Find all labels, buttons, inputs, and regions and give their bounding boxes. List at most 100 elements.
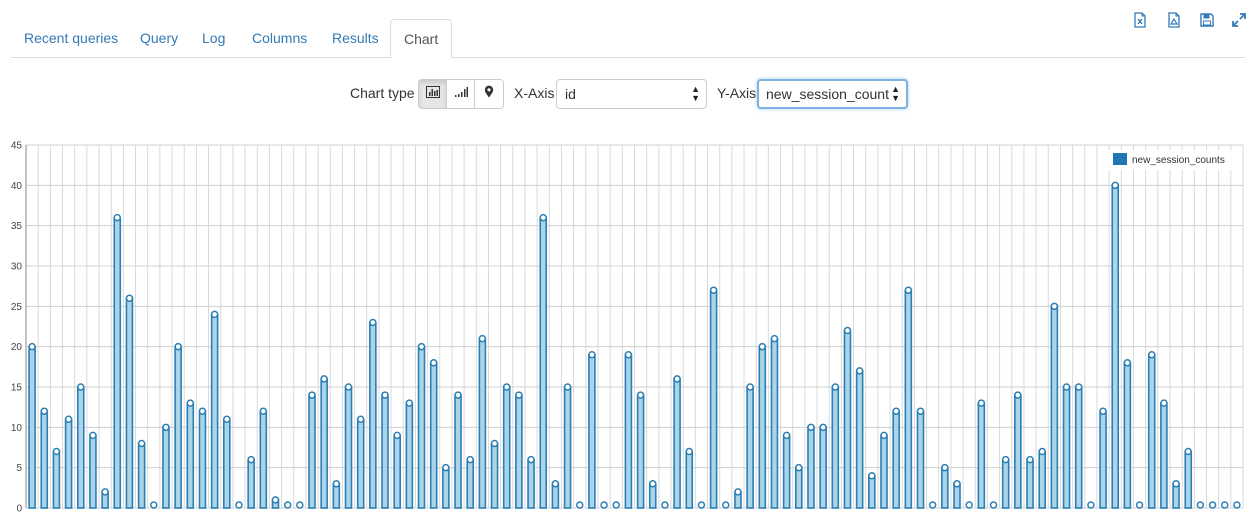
bar-point[interactable] (989, 501, 998, 509)
bar-point[interactable] (186, 399, 195, 407)
bar-point[interactable] (429, 359, 438, 367)
bar[interactable] (186, 402, 195, 509)
bar-point[interactable] (1220, 501, 1229, 509)
bar-point[interactable] (977, 399, 986, 407)
bar-point[interactable] (417, 342, 426, 351)
bar[interactable] (369, 321, 377, 509)
bar[interactable] (113, 216, 122, 509)
bar-point[interactable] (1111, 181, 1119, 190)
bar-point[interactable] (709, 286, 718, 294)
bar-point[interactable] (89, 431, 97, 440)
bar-point[interactable] (271, 496, 280, 504)
bar[interactable] (429, 362, 438, 509)
bar[interactable] (709, 289, 718, 509)
bar-point[interactable] (77, 383, 85, 391)
bar-point[interactable] (807, 423, 815, 432)
bar-point[interactable] (782, 431, 791, 440)
bar[interactable] (685, 450, 694, 509)
bar-point[interactable] (1087, 501, 1095, 509)
bar[interactable] (320, 378, 328, 509)
bar-point[interactable] (1123, 359, 1132, 367)
bar[interactable] (381, 394, 389, 509)
bar-point[interactable] (296, 501, 304, 509)
bar-point[interactable] (539, 213, 547, 222)
bar-point[interactable] (880, 431, 888, 440)
bar[interactable] (831, 386, 840, 509)
bar[interactable] (904, 289, 913, 509)
bar-point[interactable] (381, 391, 389, 399)
bar[interactable] (1038, 450, 1046, 509)
bar[interactable] (807, 426, 815, 509)
bar[interactable] (442, 466, 450, 509)
bar-point[interactable] (235, 501, 243, 509)
bar-point[interactable] (953, 480, 961, 488)
bar[interactable] (502, 386, 511, 509)
bar[interactable] (466, 458, 475, 509)
bar-point[interactable] (247, 455, 255, 464)
tab-chart[interactable]: Chart (390, 19, 453, 59)
bar[interactable] (223, 418, 231, 509)
bar-point[interactable] (649, 480, 657, 488)
bar-point[interactable] (137, 439, 146, 448)
bar[interactable] (76, 386, 85, 509)
bar-point[interactable] (1196, 501, 1205, 509)
bar-point[interactable] (746, 383, 754, 391)
bar[interactable] (1001, 458, 1010, 509)
bar-point[interactable] (113, 213, 122, 222)
bar[interactable] (770, 337, 779, 509)
bar-point[interactable] (697, 501, 706, 509)
bar[interactable] (539, 216, 548, 509)
bar-point[interactable] (1074, 383, 1083, 391)
bar-point[interactable] (868, 471, 876, 480)
bar[interactable] (782, 434, 791, 509)
bar-point[interactable] (466, 455, 474, 464)
bar-point[interactable] (1135, 501, 1144, 509)
fullscreen-icon[interactable] (1231, 12, 1247, 28)
tab-log[interactable]: Log (202, 30, 226, 46)
bar-point[interactable] (101, 488, 109, 496)
save-icon[interactable] (1199, 12, 1215, 28)
bar-point[interactable] (1050, 302, 1059, 311)
bar[interactable] (868, 474, 876, 509)
bar-point[interactable] (223, 415, 231, 424)
bar[interactable] (1050, 305, 1059, 509)
bar-point[interactable] (527, 455, 535, 464)
bar[interactable] (1184, 450, 1193, 509)
bar[interactable] (478, 337, 487, 509)
bar[interactable] (941, 466, 949, 509)
bar-point[interactable] (795, 463, 803, 472)
bar[interactable] (843, 329, 852, 509)
bar-point[interactable] (64, 415, 73, 424)
bar-point[interactable] (1160, 399, 1168, 407)
bar-point[interactable] (283, 501, 292, 509)
tab-columns[interactable]: Columns (252, 30, 308, 46)
bar-point[interactable] (52, 447, 61, 456)
bar[interactable] (588, 353, 596, 509)
bar[interactable] (1014, 394, 1022, 509)
bar[interactable] (405, 402, 414, 509)
csv-download-icon[interactable] (1166, 12, 1182, 28)
bar-point[interactable] (174, 342, 182, 351)
tab-results[interactable]: Results (332, 30, 379, 46)
bar-point[interactable] (454, 391, 462, 399)
bar-point[interactable] (563, 383, 572, 391)
bar[interactable] (64, 418, 73, 509)
bar[interactable] (308, 394, 316, 509)
bar[interactable] (758, 345, 767, 509)
bar-point[interactable] (904, 286, 913, 294)
bar-point[interactable] (892, 407, 900, 415)
bar-point[interactable] (1233, 501, 1241, 509)
bar-point[interactable] (308, 391, 316, 399)
bar[interactable] (28, 345, 36, 509)
bar[interactable] (198, 410, 207, 509)
x-axis-select[interactable]: id ▲ ▼ (556, 79, 707, 109)
bar[interactable] (977, 402, 986, 509)
bar[interactable] (892, 410, 900, 509)
bar-point[interactable] (1184, 447, 1192, 456)
bar-point[interactable] (344, 383, 353, 391)
bar-chart-button[interactable] (419, 80, 447, 108)
bar[interactable] (1123, 362, 1132, 509)
bar-point[interactable] (661, 501, 669, 509)
bar-point[interactable] (28, 342, 36, 351)
bar-point[interactable] (831, 383, 840, 391)
